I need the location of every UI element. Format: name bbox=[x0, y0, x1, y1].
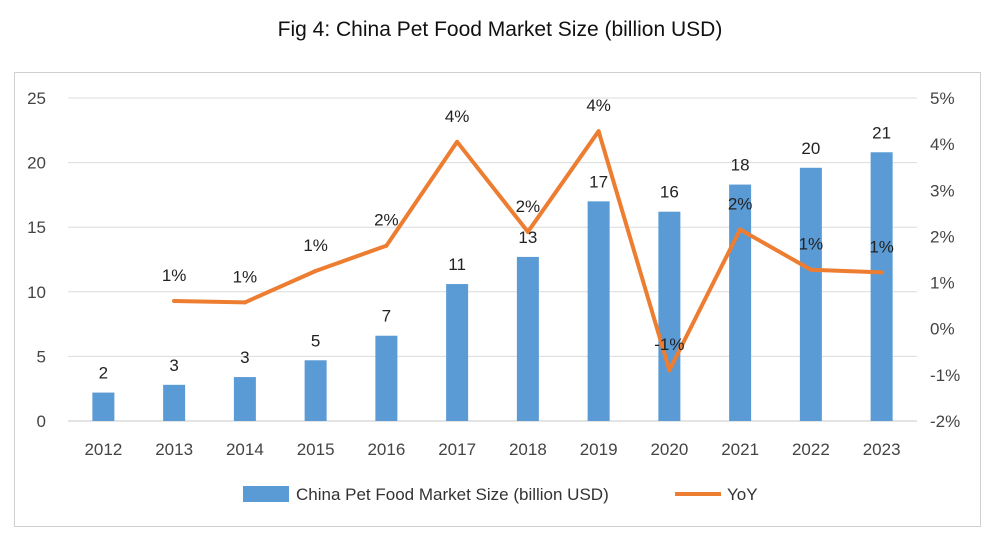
data-labels: 2 3 3 5 7 11 13 17 16 18 20 21 1% 1% 1% 2% 4% 2% 4% -1% 2% 1%… bbox=[99, 96, 894, 382]
y-left-tick-label: 10 bbox=[27, 283, 46, 302]
bar bbox=[92, 392, 115, 421]
bar bbox=[870, 152, 893, 422]
y-right-tick-label: -2% bbox=[930, 412, 960, 431]
bar bbox=[304, 360, 327, 421]
yoy-data-label: 1% bbox=[233, 267, 258, 286]
y-right-tick-label: 4% bbox=[930, 135, 955, 154]
bar-data-label: 18 bbox=[731, 156, 750, 175]
bar bbox=[658, 211, 681, 421]
yoy-point bbox=[525, 229, 530, 234]
bar-data-label: 20 bbox=[801, 139, 820, 158]
x-tick-label: 2019 bbox=[580, 440, 618, 459]
bar bbox=[799, 167, 822, 421]
yoy-point bbox=[313, 269, 318, 274]
x-tick-label: 2022 bbox=[792, 440, 830, 459]
yoy-point bbox=[596, 129, 601, 134]
bar-series bbox=[92, 152, 893, 422]
yoy-point bbox=[455, 139, 460, 144]
x-tick-label: 2018 bbox=[509, 440, 547, 459]
y-left-tick-label: 5 bbox=[37, 347, 46, 366]
x-tick-label: 2012 bbox=[84, 440, 122, 459]
x-tick-label: 2015 bbox=[297, 440, 335, 459]
yoy-data-label: 1% bbox=[303, 236, 328, 255]
yoy-point bbox=[808, 267, 813, 272]
bar bbox=[446, 284, 469, 421]
y-right-tick-label: 0% bbox=[930, 320, 955, 339]
x-tick-label: 2021 bbox=[721, 440, 759, 459]
x-tick-label: 2014 bbox=[226, 440, 264, 459]
yoy-point bbox=[172, 299, 177, 304]
bar-data-label: 13 bbox=[518, 228, 537, 247]
yoy-point bbox=[667, 368, 672, 373]
yoy-point bbox=[738, 227, 743, 232]
bar bbox=[587, 201, 610, 421]
yoy-data-label: 1% bbox=[869, 237, 894, 256]
bar bbox=[163, 384, 186, 421]
yoy-data-label: 4% bbox=[445, 107, 470, 126]
yoy-data-label: 2% bbox=[374, 211, 399, 230]
bar-data-label: 5 bbox=[311, 331, 320, 350]
line-series bbox=[172, 129, 884, 373]
bar bbox=[516, 256, 539, 421]
bar bbox=[233, 377, 256, 421]
x-tick-label: 2016 bbox=[367, 440, 405, 459]
y-left-tick-label: 15 bbox=[27, 218, 46, 237]
bar-data-label: 17 bbox=[589, 172, 608, 191]
bar bbox=[375, 335, 398, 421]
y-left-tick-label: 0 bbox=[37, 412, 46, 431]
y-right-tick-label: 3% bbox=[930, 181, 955, 200]
y-left-tick-label: 25 bbox=[27, 89, 46, 108]
yoy-data-label: 4% bbox=[586, 96, 611, 115]
x-tick-label: 2013 bbox=[155, 440, 193, 459]
x-tick-label: 2017 bbox=[438, 440, 476, 459]
yoy-point bbox=[242, 300, 247, 305]
yoy-data-label: 2% bbox=[516, 197, 541, 216]
legend-line-label: YoY bbox=[727, 485, 758, 504]
legend-bar-swatch bbox=[243, 486, 289, 502]
y-right-tick-label: 1% bbox=[930, 274, 955, 293]
bar-data-label: 21 bbox=[872, 123, 891, 142]
y-right-tick-label: 5% bbox=[930, 89, 955, 108]
chart-frame bbox=[14, 72, 981, 527]
gridlines bbox=[68, 97, 917, 422]
bar-data-label: 3 bbox=[240, 348, 249, 367]
bar-data-label: 16 bbox=[660, 183, 679, 202]
x-tick-label: 2020 bbox=[650, 440, 688, 459]
yoy-data-label: 1% bbox=[162, 266, 187, 285]
bar-data-label: 11 bbox=[448, 255, 466, 274]
yoy-point bbox=[879, 270, 884, 275]
x-tick-label: 2023 bbox=[863, 440, 901, 459]
bar-data-label: 2 bbox=[99, 364, 108, 383]
yoy-data-label: 1% bbox=[799, 235, 824, 254]
legend: China Pet Food Market Size (billion USD)… bbox=[243, 485, 758, 504]
yoy-data-label: 2% bbox=[728, 195, 753, 214]
y-right-tick-label: 2% bbox=[930, 227, 955, 246]
y-right-tick-label: -1% bbox=[930, 366, 960, 385]
bar-data-label: 7 bbox=[382, 307, 391, 326]
chart-title: Fig 4: China Pet Food Market Size (billi… bbox=[277, 18, 723, 41]
yoy-point bbox=[384, 243, 389, 248]
bar bbox=[729, 184, 752, 421]
yoy-data-label: -1% bbox=[654, 335, 684, 354]
y-left-tick-label: 20 bbox=[27, 154, 46, 173]
legend-bar-label: China Pet Food Market Size (billion USD) bbox=[296, 485, 609, 504]
bar-data-label: 3 bbox=[169, 356, 178, 375]
